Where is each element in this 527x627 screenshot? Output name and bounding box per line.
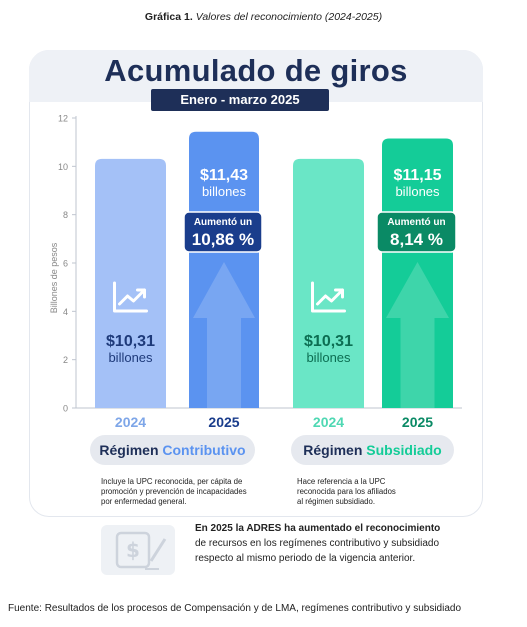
x-tick-label: 2024: [313, 414, 344, 430]
increase-badge: [376, 211, 457, 253]
caption-prefix: Gráfica 1.: [144, 11, 193, 23]
bar-value-label: $10,31: [304, 333, 353, 350]
increase-badge-value: 10,86 %: [192, 230, 254, 249]
growth-arrow-icon: [386, 262, 449, 408]
regime-pill-subsidiado: Régimen Subsidiado: [291, 435, 454, 465]
caption-text: Valores del reconocimiento (2024-2025): [195, 11, 383, 23]
y-tick-label: 0: [63, 404, 68, 414]
figure-caption: Gráfica 1. Valores del reconocimiento (2…: [0, 11, 527, 23]
regime-prefix: Régimen: [303, 442, 363, 458]
increase-badge: [183, 211, 263, 253]
x-tick-label: 2025: [208, 414, 239, 430]
y-tick-label: 12: [58, 114, 68, 124]
bar-value-label: $11,15: [393, 167, 441, 184]
trend-chart-icon: [113, 281, 148, 313]
increase-badge-label: Aumentó un: [194, 217, 252, 228]
bar-unit-label: billones: [108, 350, 153, 365]
infographic-title: Acumulado de giros: [104, 53, 408, 88]
note-line: promoción y prevención de incapacidades: [101, 487, 247, 496]
source-note: Fuente: Resultados de los procesos de Co…: [8, 603, 462, 614]
trend-arrow-icon: [316, 288, 344, 306]
y-tick-label: 2: [63, 355, 68, 365]
note-line: Incluye la UPC reconocida, per cápita de: [101, 477, 243, 486]
note-line: por enfermedad general.: [101, 497, 187, 506]
note-contributivo: Incluye la UPC reconocida, per cápita de…: [101, 477, 271, 507]
trend-chart-icon: [311, 281, 346, 313]
y-axis-label: Billones de pesos: [49, 242, 59, 313]
bar-value-label: $10,31: [106, 333, 155, 350]
increase-badge-label: Aumentó un: [387, 217, 445, 228]
bar-2025: [189, 131, 259, 408]
period-badge: Enero - marzo 2025: [151, 89, 329, 111]
summary-body: de recursos en los regímenes contributiv…: [195, 538, 440, 564]
x-tick-label: 2025: [402, 414, 433, 430]
note-line: al régimen subsidiado.: [297, 497, 376, 506]
note-line: reconocida para los afiliados: [297, 487, 396, 496]
money-icon: $: [101, 525, 175, 575]
increase-badge-value: 8,14 %: [390, 230, 443, 249]
regime-name: Contributivo: [162, 442, 246, 458]
svg-text:$: $: [126, 538, 140, 562]
trend-arrow-icon: [118, 288, 146, 306]
y-tick-label: 10: [58, 162, 68, 172]
note-subsidiado: Hace referencia a la UPC reconocida para…: [297, 477, 457, 507]
summary-bold: En 2025 la ADRES ha aumentado el reconoc…: [195, 523, 441, 534]
bar-unit-label: billones: [395, 184, 440, 199]
regime-prefix: Régimen: [99, 442, 159, 458]
y-tick-label: 8: [63, 210, 68, 220]
bar-2024: [95, 158, 166, 408]
bar-2025: [382, 138, 453, 408]
bar-2024: [293, 158, 364, 408]
regime-pill-contributivo: Régimen Contributivo: [90, 435, 255, 465]
bar-unit-label: billones: [306, 350, 351, 365]
bar-value-label: $11,43: [200, 167, 248, 184]
regime-name: Subsidiado: [366, 442, 442, 458]
x-tick-label: 2024: [115, 414, 146, 430]
y-tick-label: 6: [63, 259, 68, 269]
summary-text: En 2025 la ADRES ha aumentado el reconoc…: [195, 521, 465, 566]
bar-unit-label: billones: [202, 184, 247, 199]
growth-arrow-icon: [193, 262, 255, 408]
note-line: Hace referencia a la UPC: [297, 477, 386, 486]
y-tick-label: 4: [63, 307, 68, 317]
